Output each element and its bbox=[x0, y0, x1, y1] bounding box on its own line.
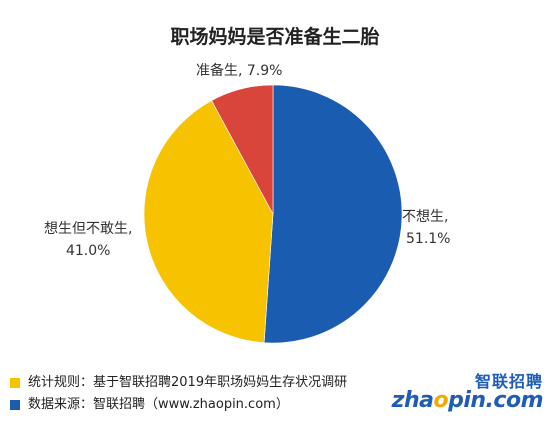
pie-slice-2 bbox=[211, 84, 274, 215]
logo-en-text: zhaopin.com bbox=[391, 388, 544, 413]
pie-slice-0 bbox=[263, 84, 403, 344]
label-no-name: 不想生, bbox=[402, 209, 449, 225]
label-want-name: 想生但不敢生, bbox=[44, 221, 133, 237]
zhaopin-logo: 智联招聘 zhaopin.com bbox=[392, 368, 544, 420]
source-swatch bbox=[10, 400, 20, 410]
footer-notes: 统计规则：基于智联招聘2019年职场妈妈生存状况调研 数据来源：智联招聘（www… bbox=[10, 372, 347, 416]
stat-rule-text: 统计规则：基于智联招聘2019年职场妈妈生存状况调研 bbox=[28, 375, 348, 390]
label-want-value: 41.0% bbox=[65, 243, 111, 259]
source-text: 数据来源：智联招聘（www.zhaopin.com） bbox=[28, 397, 289, 412]
logo-en-suffix: pin.com bbox=[448, 388, 543, 413]
label-want: 想生但不敢生, 41.0% bbox=[44, 218, 132, 262]
label-prepare-text: 准备生, 7.9% bbox=[196, 63, 283, 79]
logo-en-mark: o bbox=[433, 388, 449, 413]
stat-rule-row: 统计规则：基于智联招聘2019年职场妈妈生存状况调研 bbox=[10, 372, 347, 394]
logo-cn-text: 智联招聘 bbox=[474, 372, 543, 391]
chart-title: 职场妈妈是否准备生二胎 bbox=[170, 26, 380, 48]
stat-rule-swatch bbox=[10, 378, 20, 388]
pie-slice-1 bbox=[143, 100, 274, 344]
label-no-value: 51.1% bbox=[406, 231, 451, 247]
source-row: 数据来源：智联招聘（www.zhaopin.com） bbox=[10, 394, 347, 416]
label-no: 不想生, 51.1% bbox=[402, 206, 450, 250]
label-prepare: 准备生, 7.9% bbox=[196, 60, 282, 82]
logo-en-prefix: zha bbox=[391, 388, 434, 413]
